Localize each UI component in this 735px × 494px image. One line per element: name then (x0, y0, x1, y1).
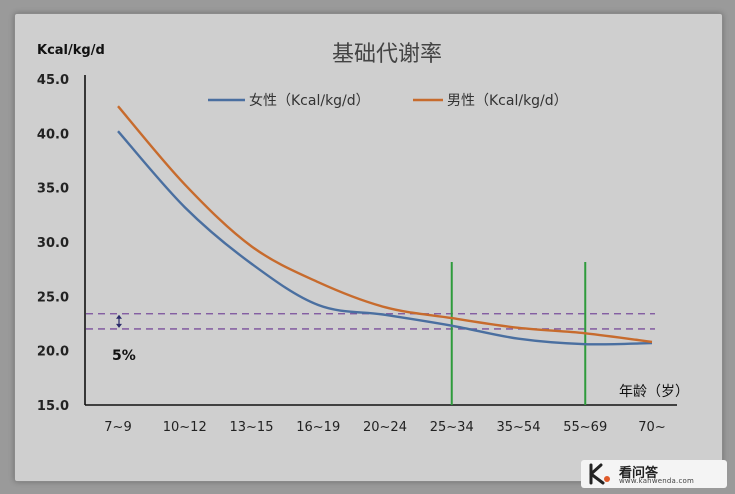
legend-label: 男性（Kcal/kg/d） (447, 93, 568, 109)
x-tick-label: 16~19 (296, 420, 340, 435)
y-tick-label: 15.0 (37, 399, 69, 414)
x-tick-label: 10~12 (163, 420, 207, 435)
y-tick-label: 25.0 (37, 290, 69, 305)
x-tick-label: 70~ (638, 420, 665, 435)
x-tick-label: 13~15 (230, 420, 274, 435)
watermark-name: 看问答 (619, 466, 659, 481)
x-tick-label: 25~34 (430, 420, 474, 435)
series-line-male (117, 105, 653, 344)
y-tick-label: 40.0 (37, 127, 69, 142)
labels: 15.0 20.0 25.0 30.0 35.0 40.0 45.0 7~9 10~12 13~1… (37, 42, 689, 435)
series-line-female (117, 130, 653, 346)
y-tick-label: 45.0 (37, 73, 69, 88)
chart-title: 基础代谢率 (332, 42, 442, 67)
y-tick-label: 35.0 (37, 182, 69, 197)
range-arrow-head-up (116, 314, 122, 319)
x-tick-label: 20~24 (363, 420, 407, 435)
range-arrow-head-down (116, 323, 122, 328)
x-axis-title: 年龄（岁） (619, 384, 689, 400)
range-annotation: 5% (112, 348, 136, 364)
watermark-logo-icon (589, 463, 610, 485)
reference-lines (86, 313, 655, 330)
vertical-markers (450, 262, 587, 405)
axes (84, 75, 677, 406)
line-chart: 15.0 20.0 25.0 30.0 35.0 40.0 45.0 7~9 10~12 13~1… (37, 42, 689, 435)
chart-frame: 15.0 20.0 25.0 30.0 35.0 40.0 45.0 7~9 10~12 13~1… (14, 13, 723, 482)
x-tick-label: 7~9 (104, 420, 131, 435)
x-tick-label: 35~54 (497, 420, 541, 435)
watermark: 看问答 www.kanwenda.com (581, 460, 727, 488)
y-tick-label: 20.0 (37, 345, 69, 360)
watermark-url: www.kanwenda.com (619, 477, 694, 485)
legend-label: 女性（Kcal/kg/d） (249, 92, 370, 109)
y-axis-title: Kcal/kg/d (37, 43, 105, 58)
x-tick-label: 55~69 (563, 420, 607, 435)
y-tick-label: 30.0 (37, 236, 69, 251)
series-lines (117, 105, 653, 346)
